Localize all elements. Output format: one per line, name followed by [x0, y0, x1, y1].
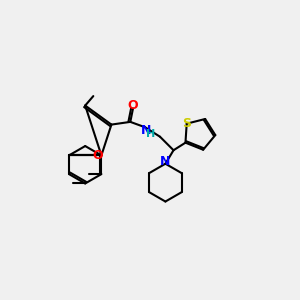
- Text: O: O: [128, 99, 138, 112]
- Text: O: O: [92, 149, 103, 162]
- Text: N: N: [160, 155, 171, 168]
- Text: S: S: [182, 117, 191, 130]
- Text: H: H: [146, 129, 156, 139]
- Text: N: N: [141, 124, 152, 137]
